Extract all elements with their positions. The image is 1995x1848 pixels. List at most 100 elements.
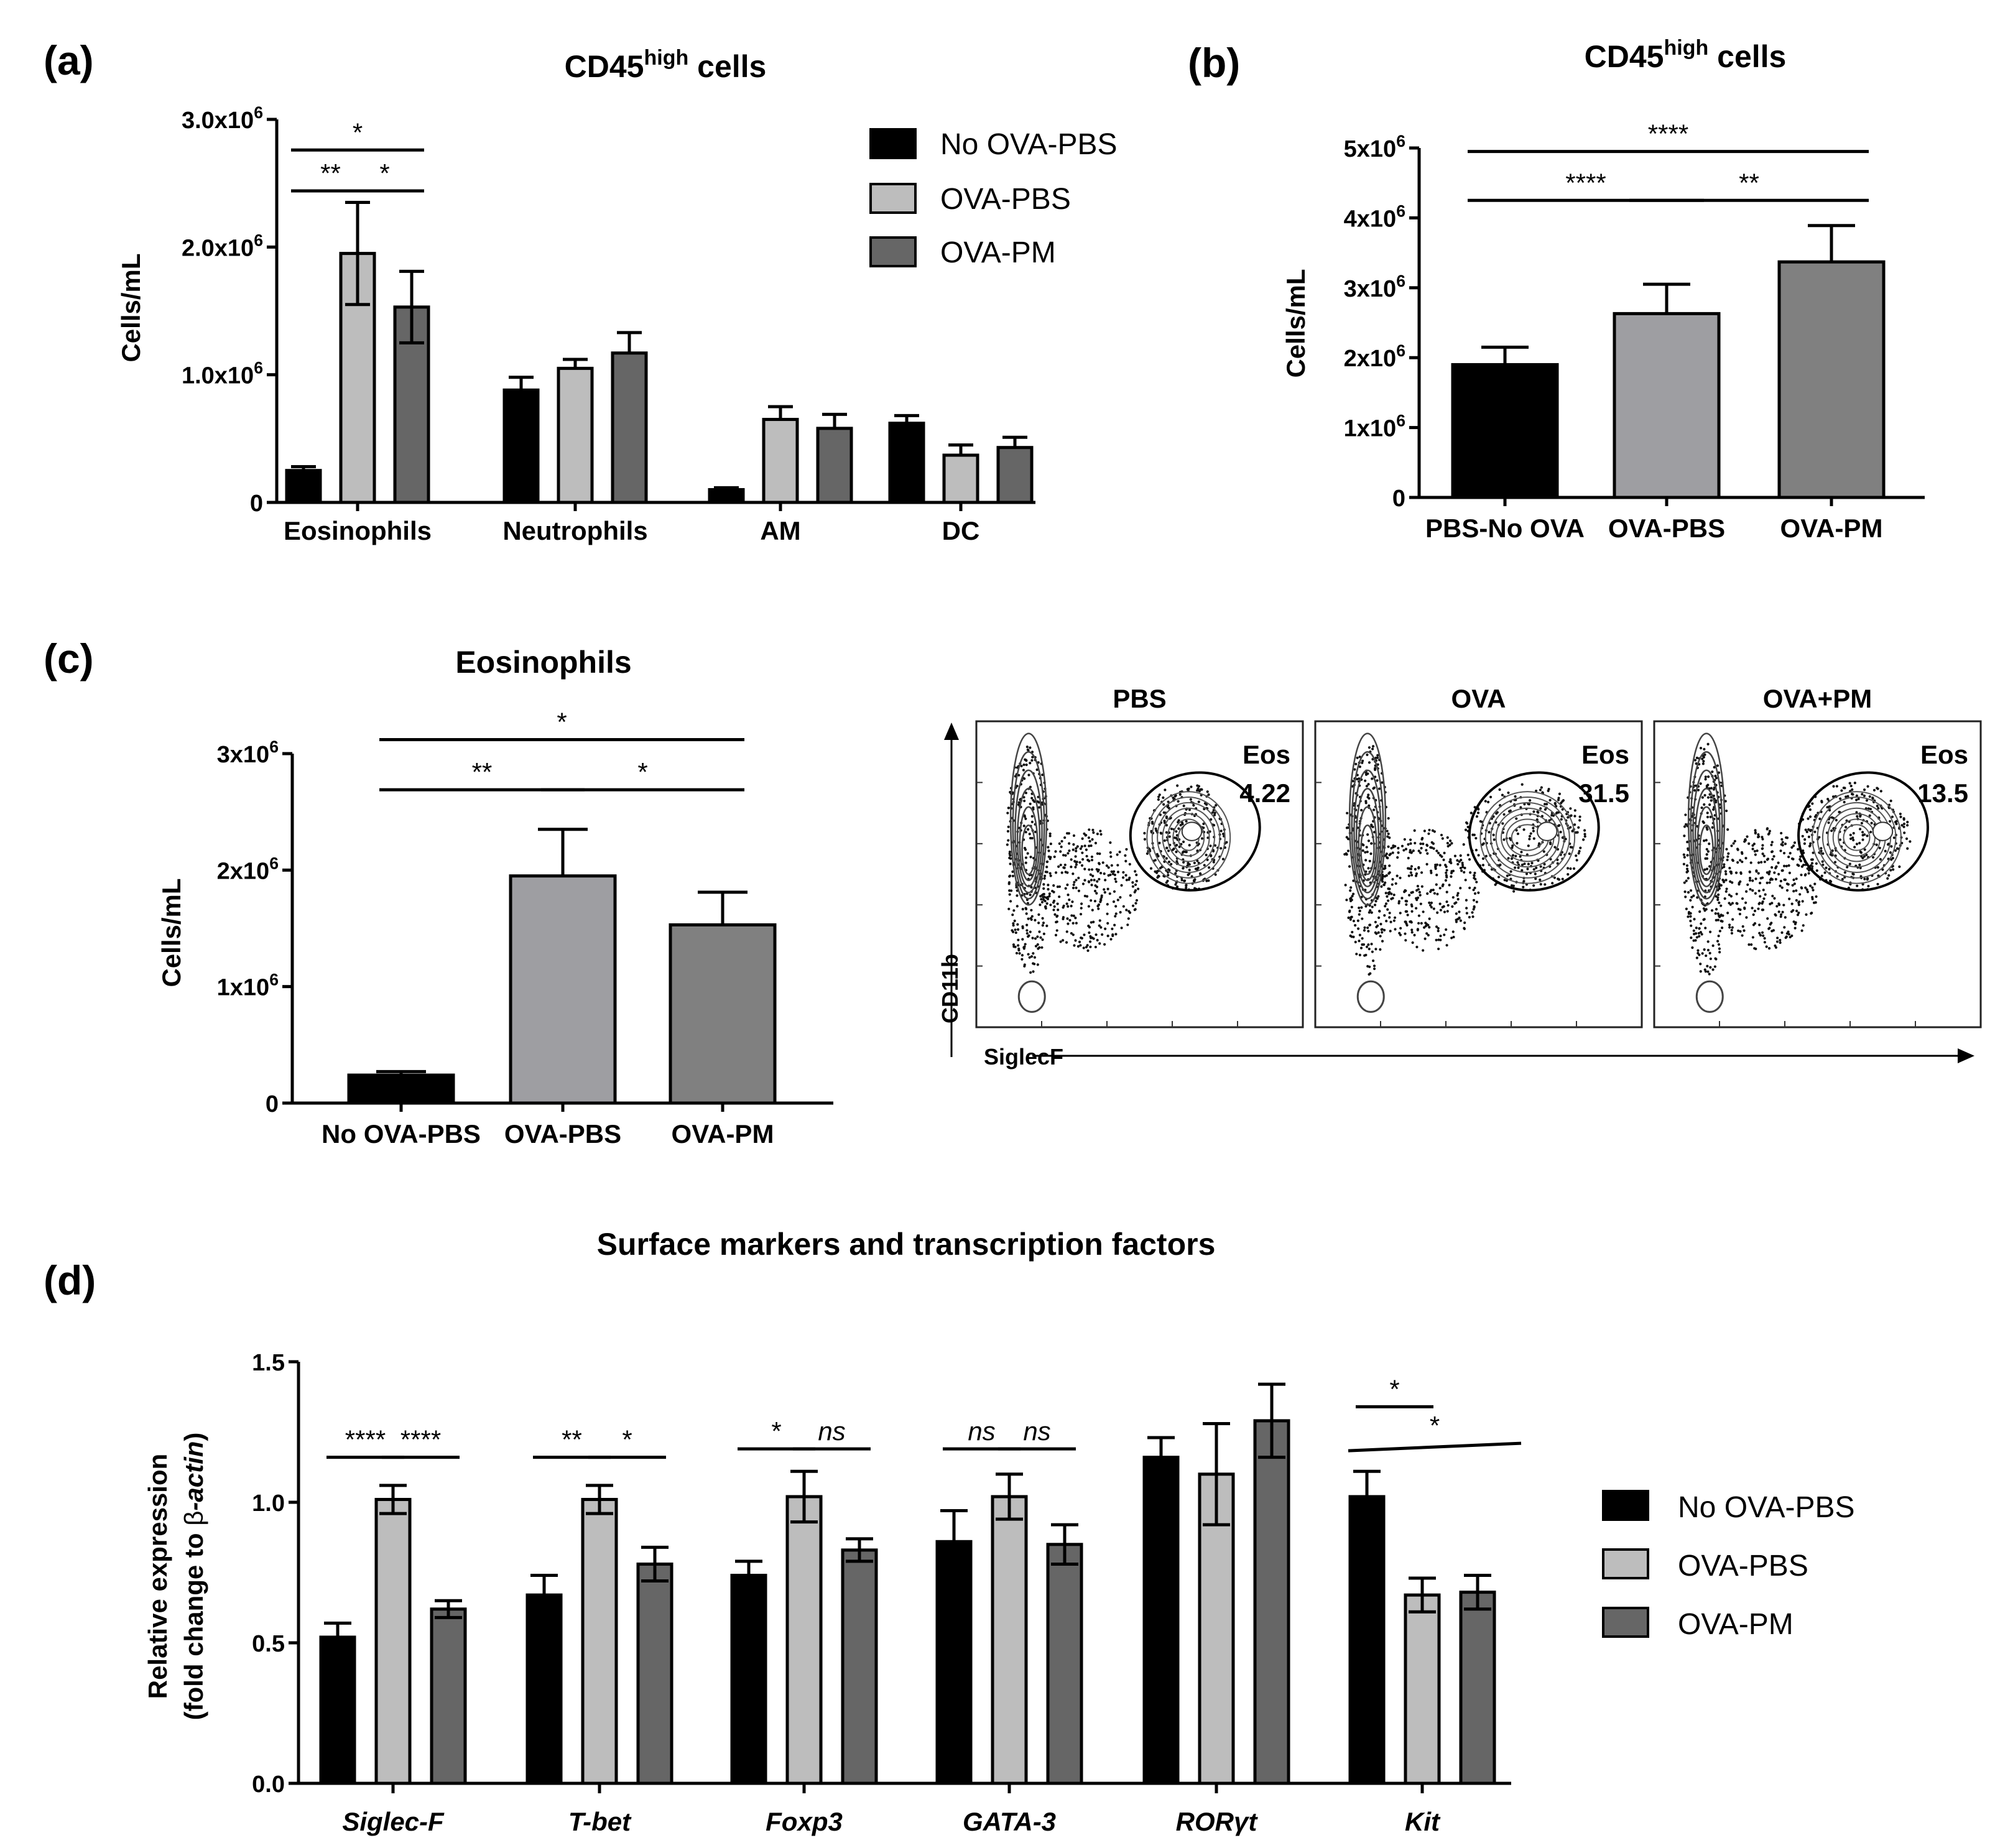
flow-event-dot [1749, 888, 1752, 891]
flow-plot-title: OVA [1451, 684, 1506, 713]
flow-event-dot [1093, 879, 1096, 882]
flow-event-dot [1757, 872, 1760, 875]
bar-kit-ova-pm [1459, 1591, 1496, 1785]
flow-event-dot [1705, 853, 1708, 856]
flow-event-dot [1582, 838, 1585, 841]
flow-event-dot [1438, 864, 1442, 867]
flow-event-dot [1451, 896, 1455, 899]
flow-event-dot [1501, 822, 1504, 825]
flow-event-dot [1770, 843, 1773, 846]
flow-event-dot [1048, 872, 1052, 875]
flow-event-dot [1430, 901, 1433, 905]
flow-event-dot [1767, 833, 1770, 836]
flow-event-dot [1724, 800, 1727, 803]
flow-event-dot [1818, 836, 1821, 839]
flow-event-dot [1751, 936, 1754, 939]
y-tick-label: 1.0 [252, 1490, 285, 1517]
flow-event-dot [1879, 790, 1882, 793]
flow-event-dot [1368, 948, 1371, 951]
flow-event-dot [1708, 973, 1711, 976]
flow-event-dot [1077, 876, 1080, 880]
flow-event-dot [1861, 838, 1864, 841]
flow-event-dot [1384, 864, 1387, 867]
flow-event-dot [1090, 899, 1093, 902]
significance-label: ns [1023, 1416, 1050, 1446]
flow-event-dot [1557, 878, 1561, 881]
flow-event-dot [1902, 817, 1905, 820]
flow-event-dot [1468, 886, 1471, 890]
flow-event-dot [1798, 857, 1802, 861]
flow-event-dot [1749, 861, 1752, 864]
flow-event-dot [1106, 903, 1109, 906]
flow-event-dot [1714, 801, 1718, 804]
flow-event-dot [1206, 790, 1209, 793]
flow-event-dot [1359, 946, 1363, 949]
flow-event-dot [1715, 918, 1718, 922]
flow-event-dot [1386, 835, 1389, 838]
flow-event-dot [1465, 912, 1468, 915]
flow-event-dot [1039, 903, 1042, 907]
flow-event-dot [1690, 895, 1693, 899]
flow-event-dot [1739, 930, 1742, 933]
flow-event-dot [1820, 847, 1823, 850]
flow-event-dot [1349, 886, 1353, 889]
flow-event-dot [1036, 963, 1039, 966]
flow-event-dot [1683, 881, 1686, 884]
flow-event-dot [1427, 832, 1430, 835]
flow-event-dot [1489, 795, 1493, 798]
flow-event-dot [1180, 821, 1184, 825]
flow-contour [1355, 787, 1380, 887]
flow-event-dot [1220, 829, 1223, 833]
flow-event-dot [1431, 829, 1435, 832]
flow-event-dot [1724, 879, 1728, 882]
legend-d-label-no-ova-pbs: No OVA-PBS [1678, 1491, 1855, 1524]
flow-event-dot [1194, 867, 1198, 871]
flow-event-dot [1545, 803, 1548, 806]
flow-event-dot [1690, 924, 1693, 927]
flow-event-dot [1793, 882, 1796, 885]
flow-event-dot [1761, 847, 1764, 851]
flow-event-dot [1364, 800, 1368, 803]
flow-event-dot [1701, 796, 1704, 799]
flow-event-dot [1772, 929, 1775, 932]
flow-event-dot [1091, 936, 1094, 940]
flow-event-dot [1110, 864, 1113, 867]
flow-event-dot [1103, 872, 1106, 875]
flow-event-dot [1710, 909, 1714, 912]
flow-event-dot [1111, 927, 1114, 930]
flow-event-dot [1519, 806, 1522, 809]
bar-gata-3-ova-pm [1046, 1543, 1083, 1785]
flow-event-dot [1845, 795, 1848, 798]
flow-event-dot [1112, 900, 1116, 903]
flow-event-dot [1516, 832, 1520, 836]
flow-event-dot [1717, 935, 1720, 938]
y-tick-label: 4x106 [1344, 201, 1405, 232]
flow-event-dot [1780, 831, 1783, 835]
legend-label-ova-pm: OVA-PM [940, 236, 1056, 269]
flow-event-dot [1055, 929, 1058, 932]
flow-event-dot [1367, 783, 1370, 786]
flow-event-dot [1432, 907, 1435, 910]
flow-event-dot [1437, 851, 1440, 854]
flow-event-dot [1367, 943, 1370, 946]
flow-event-dot [1774, 877, 1777, 881]
flow-event-dot [1189, 798, 1192, 801]
flow-event-dot [1350, 905, 1353, 908]
flow-event-dot [1067, 832, 1070, 835]
flow-event-dot [1435, 883, 1438, 886]
flow-event-dot [1213, 811, 1216, 815]
flow-event-dot [1393, 916, 1397, 919]
flow-event-dot [1390, 846, 1393, 850]
flow-event-dot [1794, 926, 1797, 930]
panel-c: (c) Eosinophils Cells/mL 01x1062x1063x10… [44, 635, 833, 1148]
flow-event-dot [1386, 829, 1389, 833]
flow-event-dot [1090, 879, 1093, 882]
flow-event-dot [1036, 943, 1039, 946]
flow-event-dot [1059, 940, 1062, 943]
flow-event-dot [1700, 933, 1703, 936]
flow-event-dot [1739, 872, 1743, 875]
flow-event-dot [1094, 841, 1098, 844]
flow-event-dot [1419, 902, 1422, 905]
flow-event-dot [1042, 922, 1045, 925]
